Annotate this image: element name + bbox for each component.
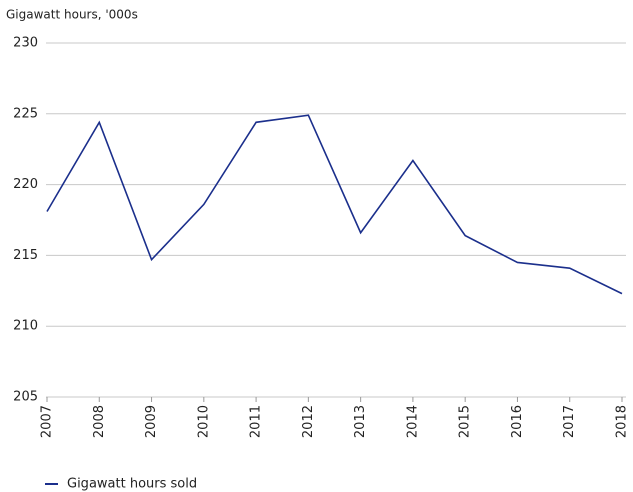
x-tick-label: 2014	[405, 405, 420, 438]
legend-label: Gigawatt hours sold	[67, 477, 197, 492]
y-tick-label: 230	[13, 36, 38, 51]
x-tick-label: 2013	[353, 405, 368, 438]
y-tick-label: 225	[13, 106, 38, 121]
y-axis-label: Gigawatt hours, '000s	[6, 8, 138, 22]
x-tick-label: 2017	[562, 405, 577, 438]
y-tick-label: 215	[13, 248, 38, 263]
x-tick-label: 2007	[40, 405, 55, 438]
y-tick-label: 220	[13, 177, 38, 192]
x-tick-label: 2009	[144, 405, 159, 438]
x-tick-label: 2008	[92, 405, 107, 438]
x-tick-label: 2011	[249, 405, 264, 438]
line	[46, 114, 623, 295]
x-tick-label: 2012	[301, 405, 316, 438]
x-tick-label: 2018	[615, 405, 630, 438]
x-tick-label: 2015	[458, 405, 473, 438]
y-tick-label: 205	[13, 390, 38, 405]
x-tick-label: 2016	[510, 405, 525, 438]
x-tick-label: 2010	[196, 405, 211, 438]
y-tick-label: 210	[13, 319, 38, 334]
